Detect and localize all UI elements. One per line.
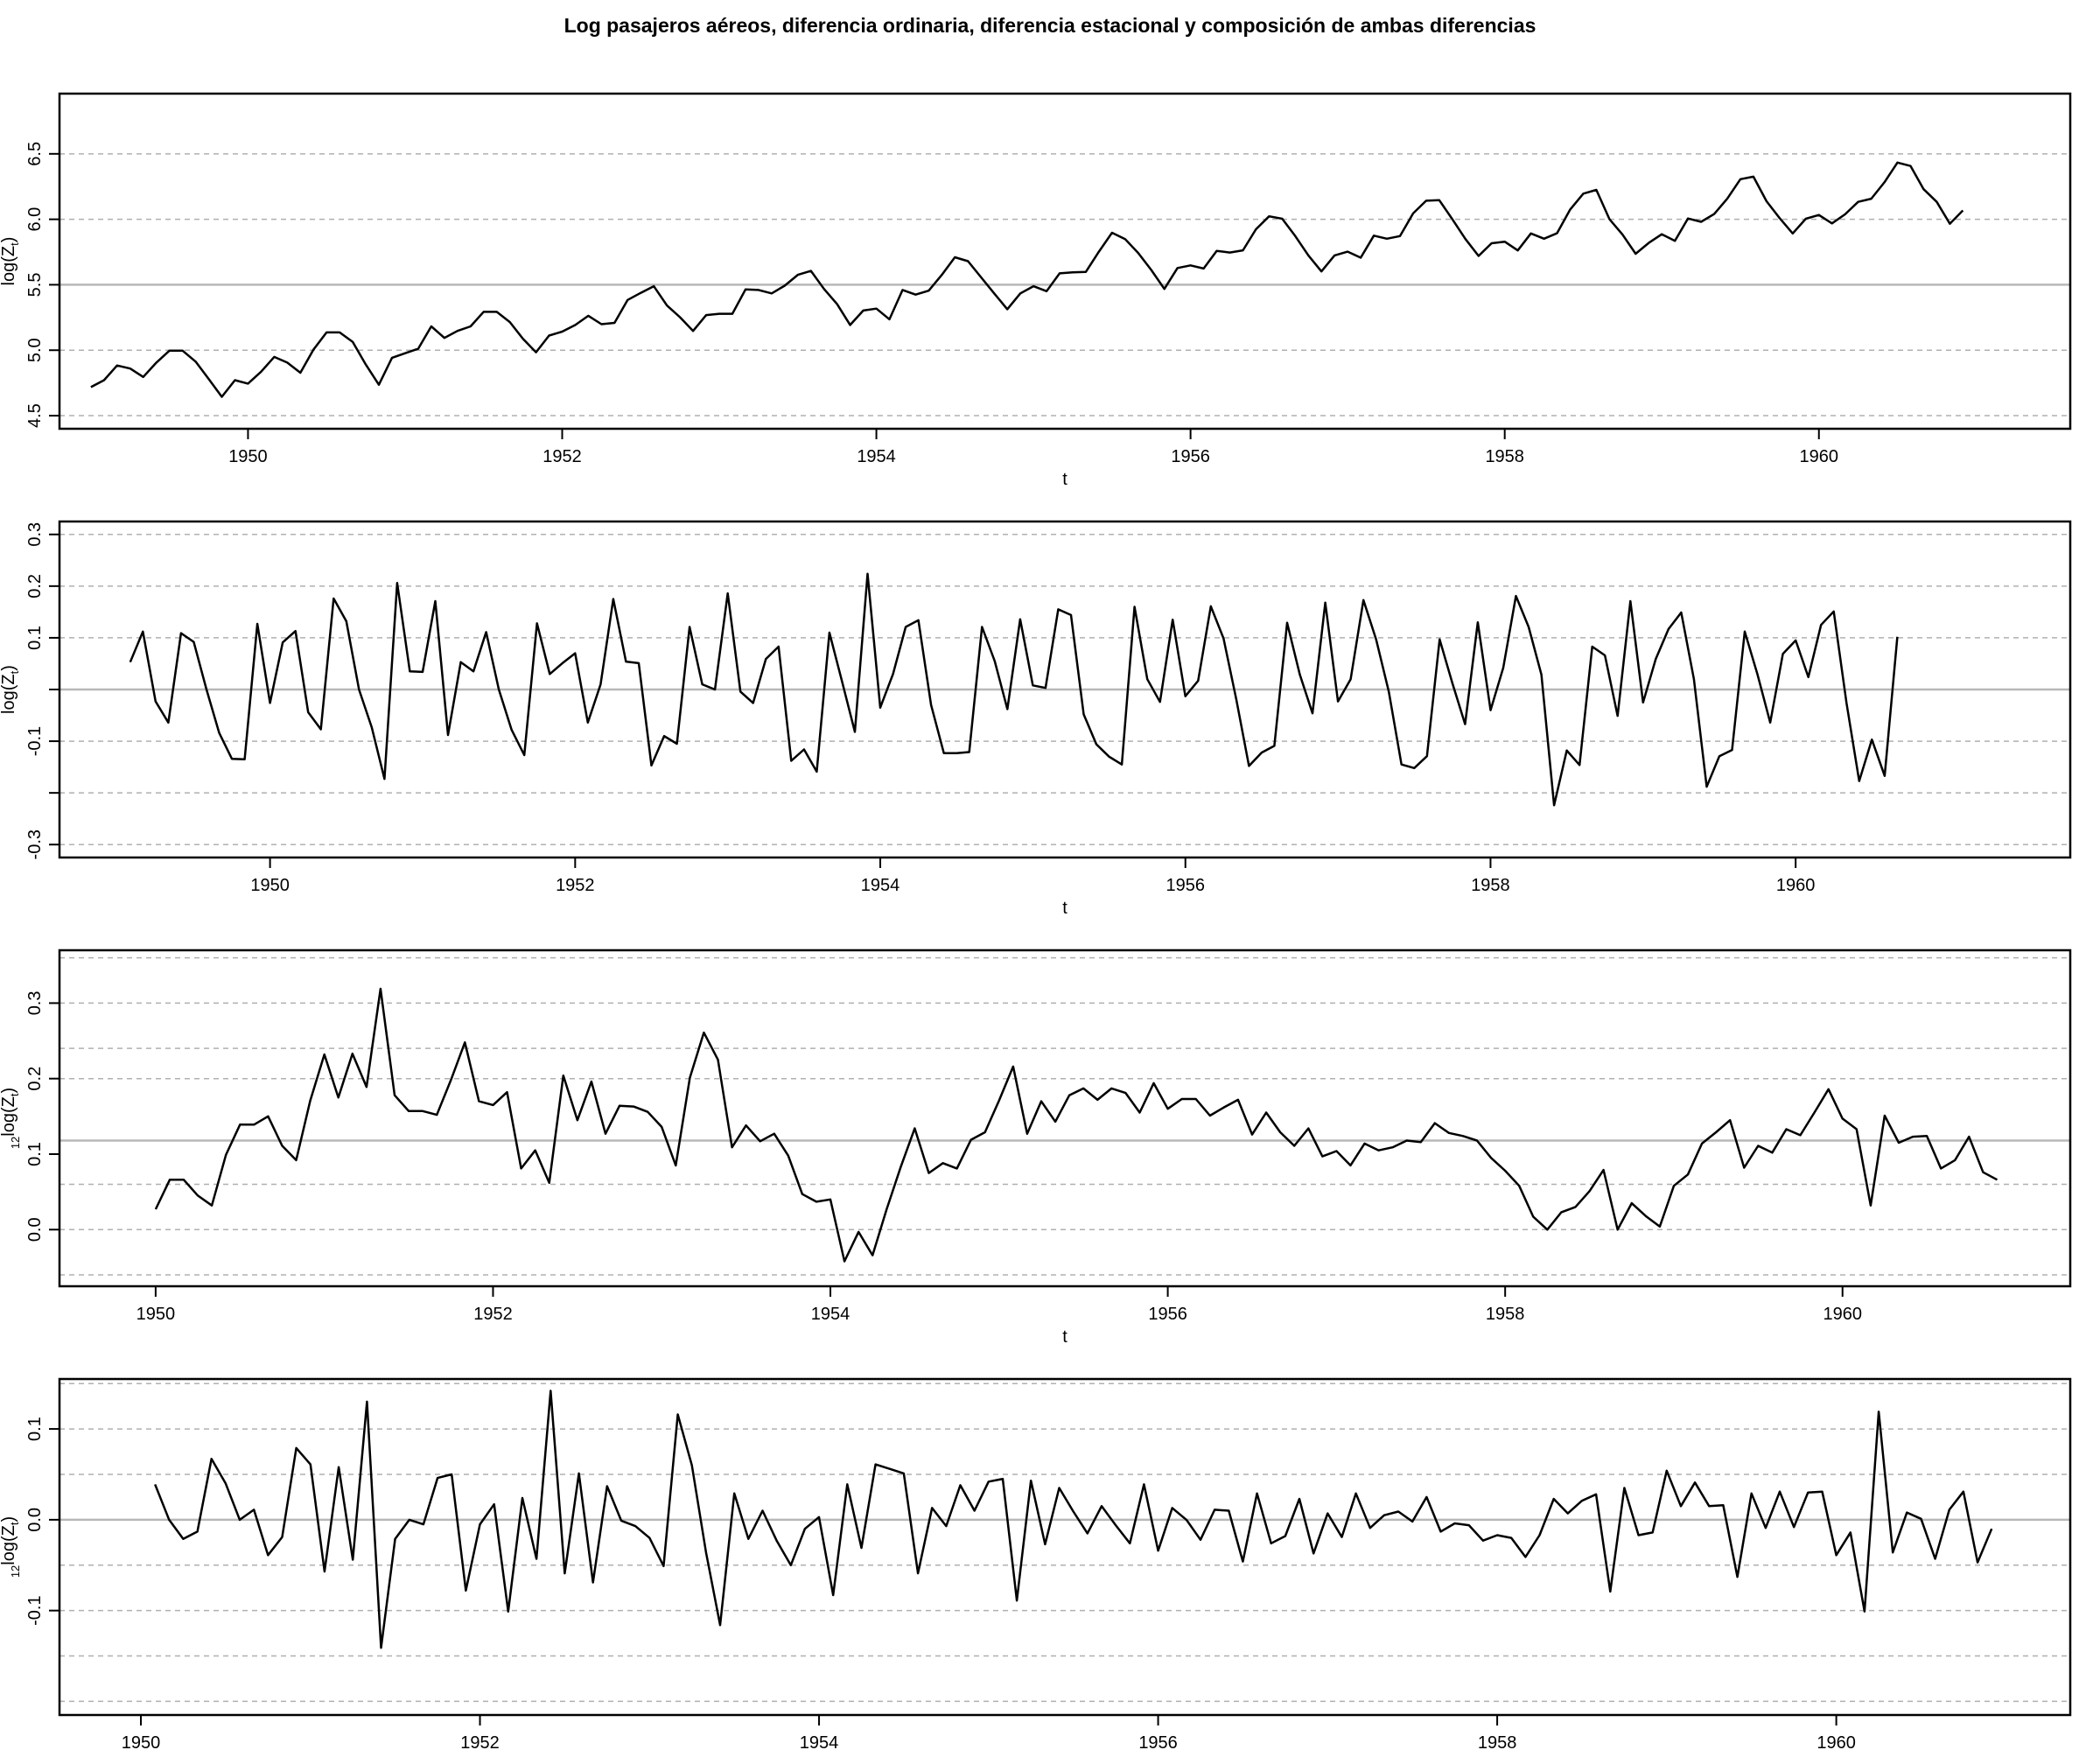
y-tick-label: 4.5: [25, 403, 45, 428]
y-axis-label-main: log(Z: [0, 1525, 18, 1565]
y-tick-label: 0.3: [25, 522, 45, 547]
chart-title: Log pasajeros aéreos, diferencia ordinar…: [564, 14, 1536, 37]
series-line: [154, 1390, 1993, 1649]
y-tick-label: 0.3: [25, 990, 45, 1015]
x-tick-label: 1950: [250, 876, 290, 895]
x-tick-label: 1954: [800, 1733, 839, 1750]
y-tick-label: 5.0: [25, 338, 45, 362]
x-tick-label: 1960: [1823, 1305, 1862, 1324]
y-tick-label: 0.2: [25, 1067, 45, 1091]
y-tick-label: 0.0: [25, 1217, 45, 1242]
x-tick-label: 1952: [556, 876, 595, 895]
y-axis-label-subscript: t: [8, 242, 21, 246]
y-tick-label: -0.3: [25, 830, 45, 859]
y-axis-label: log(Zt): [0, 237, 21, 286]
x-tick-label: 1958: [1471, 876, 1510, 895]
y-axis-label-main: log(Z: [0, 1096, 18, 1137]
y-axis-label-close: ): [0, 1516, 18, 1522]
x-tick-label: 1952: [473, 1305, 513, 1324]
y-axis-label-subscript: t: [8, 670, 21, 674]
x-tick-label: 1950: [228, 447, 268, 466]
y-axis-label: 12log(Zt): [0, 1516, 22, 1578]
y-axis-label: log(Zt): [0, 665, 21, 714]
series-line: [90, 161, 1964, 398]
panel-3: 1950 1952 1954 1956 1958 1960 t 0.0 0.1 0.2 0.3 12l…: [0, 948, 2072, 1347]
x-tick-label: 1958: [1478, 1733, 1517, 1750]
y-tick-label: 6.5: [25, 142, 45, 166]
plot-frame: [58, 92, 2072, 430]
y-tick-label: -0.1: [25, 1595, 45, 1625]
y-axis-label-close: ): [0, 1088, 18, 1094]
x-tick-label: 1956: [1166, 876, 1205, 895]
x-tick-label: 1956: [1171, 447, 1210, 466]
x-tick-label: 1958: [1485, 447, 1524, 466]
x-axis-label: t: [1062, 1327, 1068, 1347]
x-tick-label: 1950: [122, 1733, 161, 1750]
series-line: [154, 987, 1998, 1263]
x-tick-label: 1954: [811, 1305, 850, 1324]
panel-2: 1950 1952 1954 1956 1958 1960 t -0.3 -0.1 0.1 0.3 0…: [0, 520, 2072, 918]
y-tick-label: 5.5: [25, 273, 45, 298]
y-axis-label-close: ): [0, 665, 18, 671]
x-axis-label: t: [1062, 470, 1068, 489]
x-tick-label: 1954: [857, 447, 896, 466]
y-axis-label-subscript: t: [8, 1093, 21, 1096]
y-axis-label-prefix: 12: [9, 1565, 22, 1578]
x-tick-label: 1960: [1800, 447, 1839, 466]
y-axis-label-close: ): [0, 237, 18, 243]
x-tick-label: 1952: [542, 447, 582, 466]
y-axis-label-main: log(Z: [0, 674, 18, 714]
panel-1: 1950 1952 1954 1956 1958 1960 t 4.5 5.0 5.5 6.0 6.5…: [0, 92, 2072, 489]
y-axis-label-subscript: t: [8, 1522, 21, 1525]
plot-frame: [58, 948, 2072, 1288]
x-tick-label: 1950: [136, 1305, 176, 1324]
y-tick-label: 0.1: [25, 1417, 45, 1441]
series-line: [129, 572, 1899, 807]
panel-4: 1950 1952 1954 1956 1958 1960 t -0.1 0.0 0.1 12log…: [0, 1377, 2072, 1750]
y-tick-label: 6.0: [25, 207, 45, 232]
x-axis-label: t: [1062, 899, 1068, 918]
x-tick-label: 1954: [861, 876, 900, 895]
x-tick-label: 1958: [1486, 1305, 1525, 1324]
y-tick-label: -0.1: [25, 726, 45, 756]
x-tick-label: 1960: [1816, 1733, 1856, 1750]
x-tick-label: 1960: [1776, 876, 1816, 895]
y-axis-label: 12log(Zt): [0, 1088, 22, 1149]
x-tick-label: 1956: [1138, 1733, 1178, 1750]
y-tick-label: 0.1: [25, 626, 45, 650]
y-axis-label-prefix: 12: [9, 1137, 22, 1149]
x-tick-label: 1956: [1148, 1305, 1187, 1324]
y-tick-label: 0.1: [25, 1142, 45, 1166]
y-tick-label: 0.0: [25, 1508, 45, 1532]
x-tick-label: 1952: [460, 1733, 500, 1750]
y-tick-label: 0.2: [25, 574, 45, 598]
plot-frame: [58, 1377, 2072, 1717]
y-axis-label-main: log(Z: [0, 246, 18, 286]
